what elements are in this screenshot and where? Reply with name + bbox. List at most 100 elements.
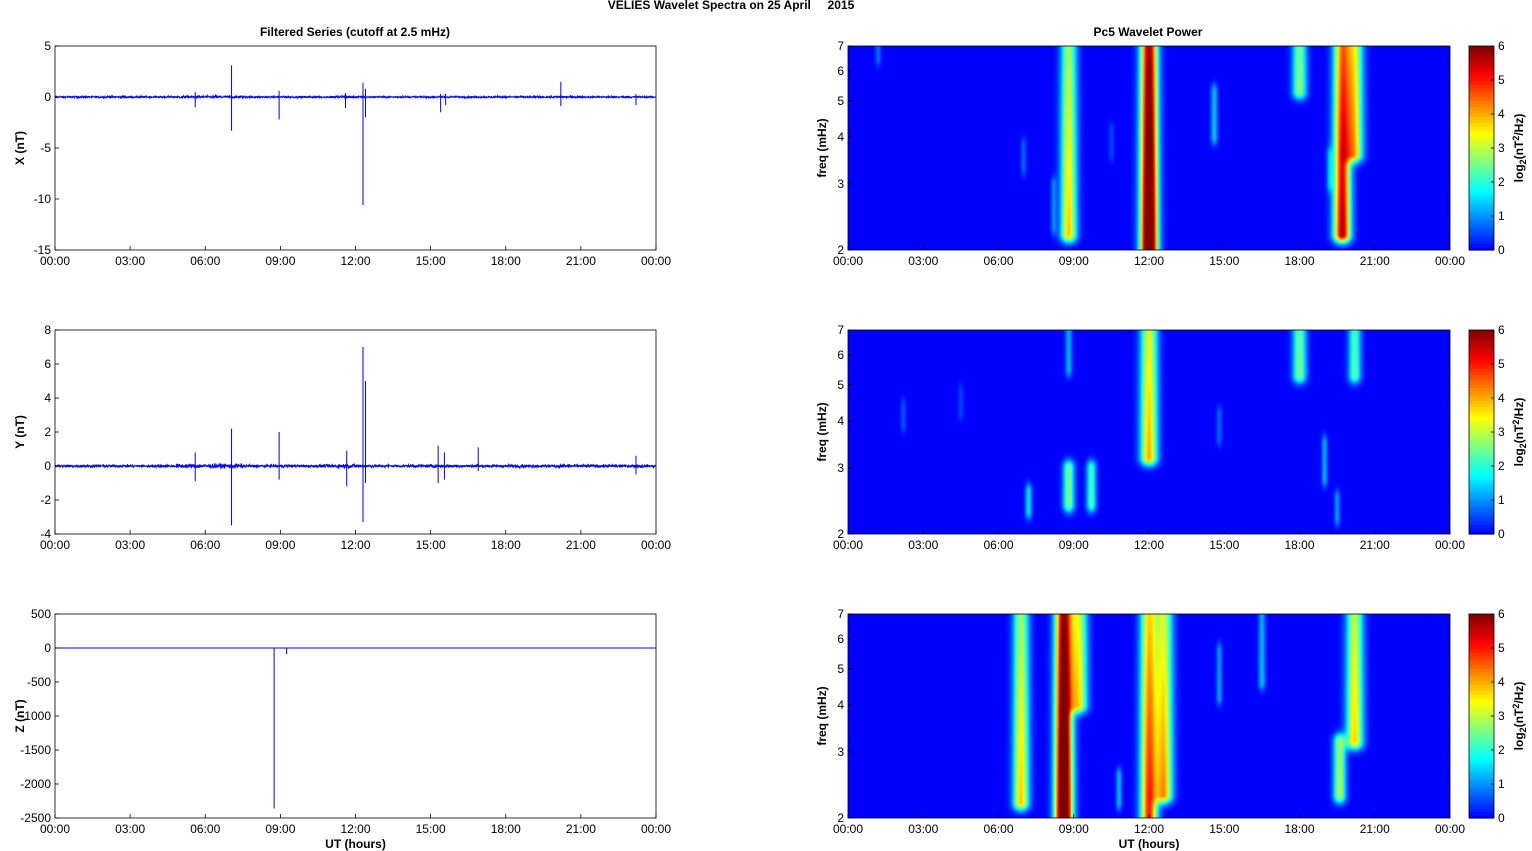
x-tick-label: 09:00 bbox=[265, 822, 295, 836]
colorbar-step bbox=[1469, 441, 1494, 446]
colorbar-step bbox=[1469, 221, 1494, 226]
colorbar-step bbox=[1469, 227, 1494, 232]
colorbar-step bbox=[1469, 770, 1494, 774]
colorbar-step bbox=[1469, 767, 1494, 771]
z-wavelet-ylabel: freq (mHz) bbox=[815, 686, 829, 745]
x-tick-label: 15:00 bbox=[1209, 538, 1239, 552]
y-tick-label: 0 bbox=[44, 459, 51, 473]
colorbar-step bbox=[1469, 68, 1494, 73]
colorbar-step bbox=[1469, 687, 1494, 692]
x-series-trace bbox=[54, 93, 657, 100]
colorbar-step bbox=[1469, 135, 1494, 140]
colorbar-tick-label: 4 bbox=[1498, 107, 1505, 121]
colorbar-step bbox=[1469, 106, 1494, 111]
colorbar-step bbox=[1469, 65, 1494, 69]
colorbar-step bbox=[1469, 208, 1494, 213]
colorbar-step bbox=[1469, 61, 1494, 66]
x-wavelet-ylabel: freq (mHz) bbox=[815, 118, 829, 177]
colorbar-step bbox=[1469, 492, 1494, 497]
colorbar-step bbox=[1469, 811, 1494, 816]
colorbar-step bbox=[1469, 432, 1494, 436]
colorbar-step bbox=[1469, 132, 1494, 136]
colorbar-step bbox=[1469, 454, 1494, 459]
colorbar-step bbox=[1469, 617, 1494, 621]
x-tick-label: 03:00 bbox=[115, 538, 145, 552]
colorbar-step bbox=[1469, 218, 1494, 222]
colorbar-step bbox=[1469, 352, 1494, 357]
x-series-panel: 50-5-10-1500:00 03:00 06:00 09:00 12:00 15:00… bbox=[13, 39, 671, 268]
colorbar-tick-label: 1 bbox=[1498, 493, 1505, 507]
colorbar-step bbox=[1469, 84, 1494, 89]
colorbar-step bbox=[1469, 349, 1494, 353]
x-tick-label: 12:00 bbox=[1134, 822, 1164, 836]
colorbar-step bbox=[1469, 614, 1494, 618]
colorbar-step bbox=[1469, 425, 1494, 430]
colorbar-step bbox=[1469, 808, 1494, 813]
colorbar-step bbox=[1469, 502, 1494, 506]
colorbar-step bbox=[1469, 428, 1494, 433]
colorbar-step bbox=[1469, 763, 1494, 768]
colorbar-step bbox=[1469, 754, 1494, 759]
colorbar-step bbox=[1469, 792, 1494, 797]
colorbar-step bbox=[1469, 336, 1494, 341]
colorbar-step bbox=[1469, 371, 1494, 376]
y-series-trace bbox=[54, 462, 657, 470]
x-tick-label: 18:00 bbox=[491, 254, 521, 268]
colorbar-step bbox=[1469, 170, 1494, 175]
colorbar-step bbox=[1469, 167, 1494, 171]
colorbar-step bbox=[1469, 192, 1494, 197]
y-wavelet-colorbar: 0 1 2 3 4 5 6 log2(nT2/Hz) bbox=[1468, 323, 1528, 541]
colorbar-step bbox=[1469, 381, 1494, 385]
y-tick-label: 3 bbox=[837, 461, 844, 475]
colorbar-step bbox=[1469, 103, 1494, 108]
colorbar-step bbox=[1469, 658, 1494, 663]
z-wavelet-power-map bbox=[848, 614, 1450, 818]
y-tick-label: -2000 bbox=[20, 777, 51, 791]
y-tick-label: 4 bbox=[837, 698, 844, 712]
colorbar-step bbox=[1469, 365, 1494, 369]
colorbar-step bbox=[1469, 457, 1494, 462]
colorbar-step bbox=[1469, 179, 1494, 184]
colorbar-step bbox=[1469, 74, 1494, 79]
x-tick-label: 00:00 bbox=[40, 538, 70, 552]
colorbar-step bbox=[1469, 403, 1494, 408]
colorbar-step bbox=[1469, 55, 1494, 60]
y-tick-label: 5 bbox=[44, 39, 51, 53]
colorbar-step bbox=[1469, 776, 1494, 781]
colorbar-step bbox=[1469, 189, 1494, 194]
colorbar-step bbox=[1469, 470, 1494, 475]
colorbar-step bbox=[1469, 97, 1494, 101]
y-tick-label: 4 bbox=[837, 130, 844, 144]
colorbar-tick-label: 5 bbox=[1498, 641, 1505, 655]
colorbar-step bbox=[1469, 81, 1494, 85]
x-tick-label: 12:00 bbox=[1134, 538, 1164, 552]
colorbar-step bbox=[1469, 623, 1494, 628]
y-wavelet-power-map bbox=[848, 330, 1450, 534]
colorbar-step bbox=[1469, 703, 1494, 708]
x-tick-label: 00:00 bbox=[641, 254, 671, 268]
y-tick-label: -5 bbox=[40, 141, 51, 155]
colorbar-step bbox=[1469, 661, 1494, 666]
colorbar-step bbox=[1469, 58, 1494, 63]
colorbar-step bbox=[1469, 447, 1494, 452]
colorbar-step bbox=[1469, 230, 1494, 235]
colorbar-step bbox=[1469, 731, 1494, 736]
colorbar-step bbox=[1469, 396, 1494, 401]
colorbar-step bbox=[1469, 751, 1494, 755]
colorbar-step bbox=[1469, 419, 1494, 424]
x-tick-label: 03:00 bbox=[115, 822, 145, 836]
colorbar-step bbox=[1469, 706, 1494, 711]
colorbar-step bbox=[1469, 243, 1494, 248]
colorbar-step bbox=[1469, 693, 1494, 698]
colorbar-step bbox=[1469, 709, 1494, 714]
colorbar-step bbox=[1469, 444, 1494, 449]
colorbar-step bbox=[1469, 151, 1494, 155]
colorbar-label: log2(nT2/Hz) bbox=[1511, 398, 1527, 467]
colorbar-step bbox=[1469, 176, 1494, 181]
colorbar-step bbox=[1469, 671, 1494, 676]
figure-suptitle: VELIES Wavelet Spectra on 25 April 2015 bbox=[608, 0, 855, 12]
x-tick-label: 12:00 bbox=[1134, 254, 1164, 268]
colorbar-tick-label: 3 bbox=[1498, 425, 1505, 439]
